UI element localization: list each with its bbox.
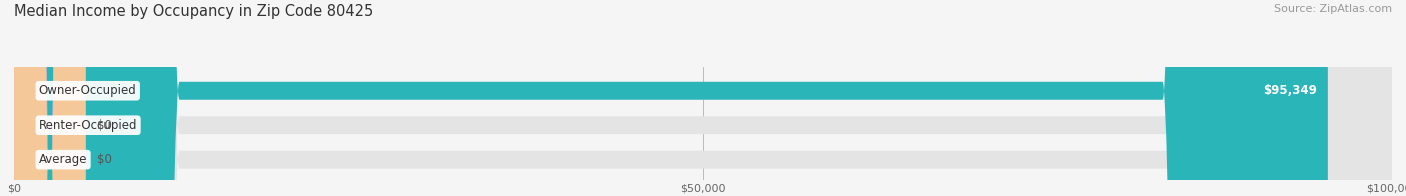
FancyBboxPatch shape [14,0,1392,196]
FancyBboxPatch shape [14,0,1327,196]
FancyBboxPatch shape [14,0,1392,196]
Text: $0: $0 [97,153,111,166]
FancyBboxPatch shape [14,0,86,196]
Text: Source: ZipAtlas.com: Source: ZipAtlas.com [1274,4,1392,14]
Text: Renter-Occupied: Renter-Occupied [39,119,138,132]
Text: Median Income by Occupancy in Zip Code 80425: Median Income by Occupancy in Zip Code 8… [14,4,374,19]
Text: Owner-Occupied: Owner-Occupied [39,84,136,97]
Text: $95,349: $95,349 [1263,84,1317,97]
Text: $0: $0 [97,119,111,132]
FancyBboxPatch shape [14,0,1392,196]
Text: Average: Average [39,153,87,166]
FancyBboxPatch shape [14,0,86,196]
